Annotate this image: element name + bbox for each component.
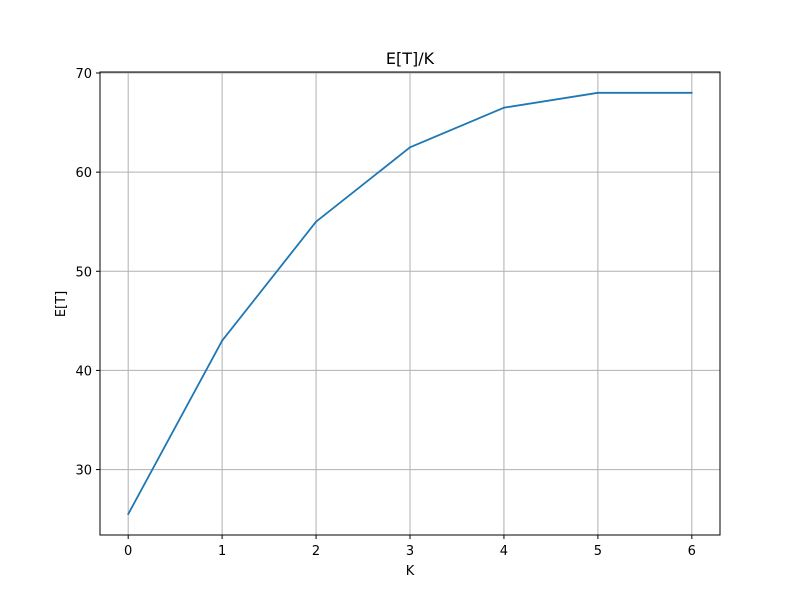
data-point [409, 146, 411, 149]
x-tick-label: 1 [218, 544, 226, 559]
data-point [690, 91, 693, 94]
data-point [127, 513, 130, 516]
x-tick-label: 2 [312, 544, 320, 559]
x-tick-label: 3 [406, 544, 414, 559]
y-tick-label: 50 [75, 265, 92, 280]
x-tick-label: 0 [124, 544, 132, 559]
y-tick-label: 60 [75, 166, 92, 181]
y-tick-label: 30 [75, 464, 92, 479]
x-tick-label: 5 [594, 544, 602, 559]
data-point [315, 220, 317, 223]
y-tick-label: 40 [75, 364, 92, 379]
x-tick-label: 4 [500, 544, 508, 559]
chart-title: E[T]/K [386, 49, 435, 68]
y-tick-label: 70 [75, 67, 92, 82]
x-tick-label: 6 [688, 544, 696, 559]
data-point [596, 91, 599, 94]
data-point [503, 106, 505, 109]
x-axis-label: K [406, 564, 415, 579]
y-axis-label: E[T] [54, 291, 69, 317]
data-point [221, 339, 224, 342]
